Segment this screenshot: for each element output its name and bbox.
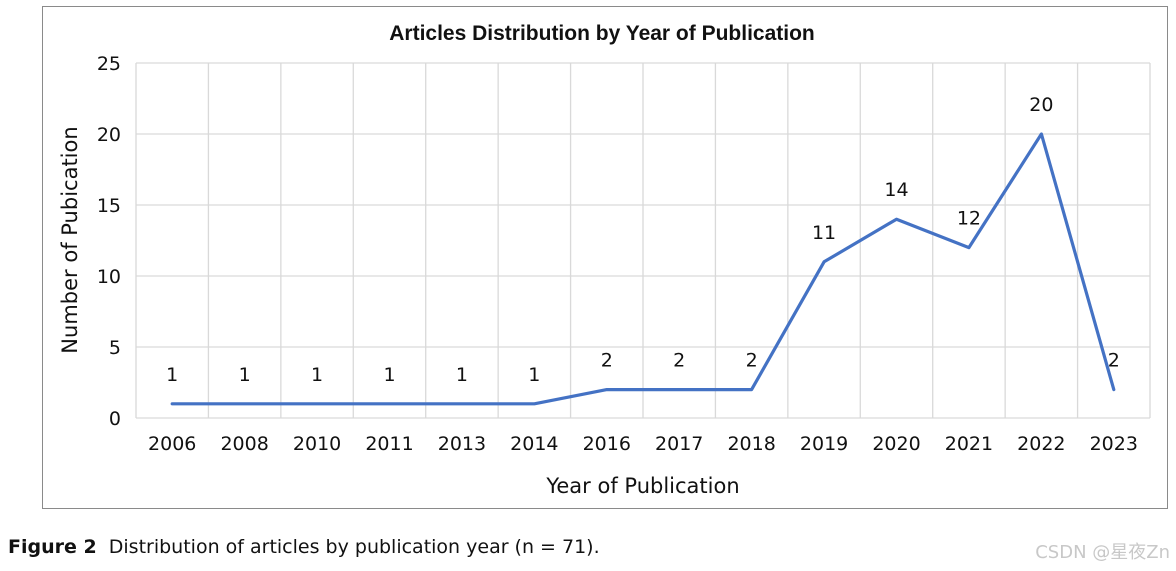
data-label: 1 xyxy=(311,364,323,386)
x-tick-label: 2010 xyxy=(293,433,341,455)
data-label: 14 xyxy=(884,179,908,201)
figure-caption: Figure 2 Distribution of articles by pub… xyxy=(8,536,600,558)
x-tick-label: 2018 xyxy=(727,433,775,455)
x-tick-label: 2013 xyxy=(438,433,486,455)
y-tick-label: 25 xyxy=(97,53,121,75)
chart-title: Articles Distribution by Year of Publica… xyxy=(389,22,815,45)
series-line xyxy=(170,132,1116,406)
data-label: 2 xyxy=(601,350,613,372)
line-chart: Articles Distribution by Year of Publica… xyxy=(58,22,1151,498)
data-label: 2 xyxy=(746,350,758,372)
y-tick-label: 5 xyxy=(109,337,121,359)
data-label: 2 xyxy=(673,350,685,372)
y-tick-label: 20 xyxy=(97,124,121,146)
caption-label: Figure 2 xyxy=(8,536,97,558)
x-tick-label: 2023 xyxy=(1090,433,1138,455)
y-axis-title: Number of Pubication xyxy=(58,126,82,353)
watermark: CSDN @星夜Zn xyxy=(1035,542,1170,563)
caption-text: Distribution of articles by publication … xyxy=(108,536,600,558)
x-tick-label: 2022 xyxy=(1017,433,1065,455)
data-label: 1 xyxy=(528,364,540,386)
x-tick-label: 2017 xyxy=(655,433,703,455)
x-tick-label: 2020 xyxy=(872,433,920,455)
series-layer xyxy=(170,132,1116,406)
y-tick-label: 15 xyxy=(97,195,121,217)
chart-frame xyxy=(42,6,1168,509)
data-label: 1 xyxy=(456,364,468,386)
y-tick-label: 10 xyxy=(97,266,121,288)
grid-layer xyxy=(135,62,1151,419)
x-tick-label: 2006 xyxy=(148,433,196,455)
data-label: 1 xyxy=(239,364,251,386)
data-label: 1 xyxy=(383,364,395,386)
x-tick-label: 2011 xyxy=(365,433,413,455)
x-tick-label: 2019 xyxy=(800,433,848,455)
x-tick-label: 2008 xyxy=(220,433,268,455)
data-label: 20 xyxy=(1029,94,1053,116)
data-label: 11 xyxy=(812,222,836,244)
x-axis-title: Year of Publication xyxy=(545,474,739,498)
data-label: 2 xyxy=(1108,350,1120,372)
data-label: 12 xyxy=(957,208,981,230)
x-tick-label: 2016 xyxy=(583,433,631,455)
x-tick-label: 2014 xyxy=(510,433,558,455)
y-tick-label: 0 xyxy=(109,408,121,430)
x-tick-label: 2021 xyxy=(945,433,993,455)
data-label: 1 xyxy=(166,364,178,386)
